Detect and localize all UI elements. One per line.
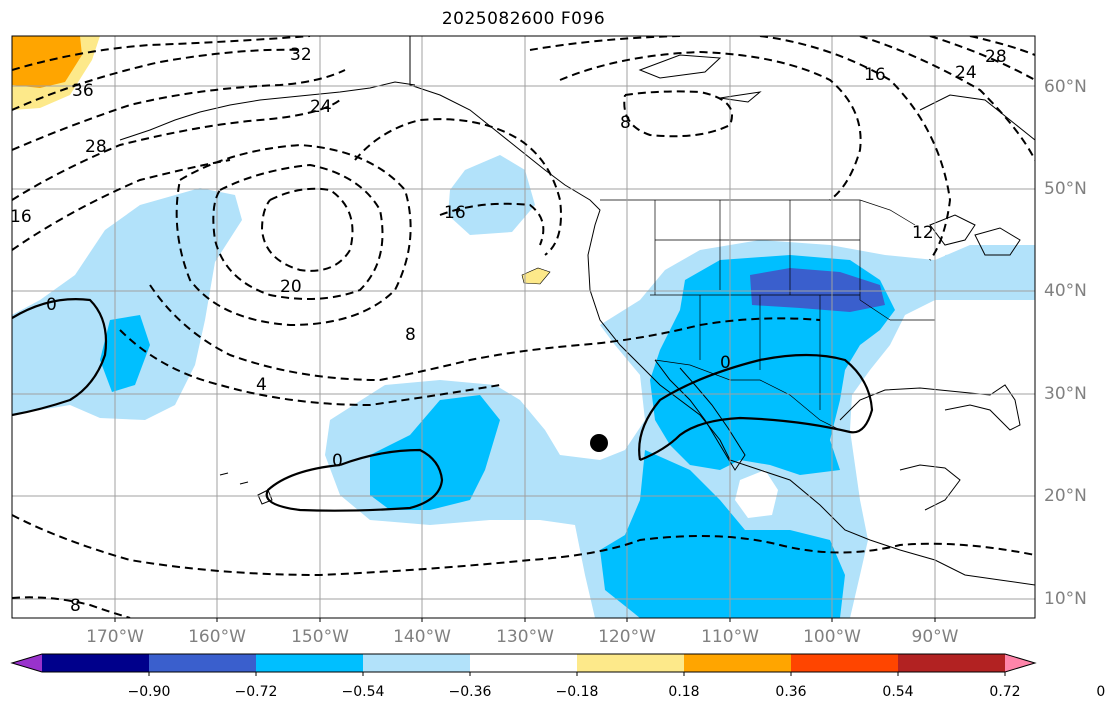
colorbar-label: −0.18 [555, 684, 599, 700]
lon-label: 140°W [393, 627, 451, 647]
negative-anomaly-west-core [100, 315, 150, 392]
colorbar-label: 0.72 [989, 684, 1021, 700]
colorbar-label: 0.36 [775, 684, 807, 700]
map-frame [11, 35, 1036, 619]
contour-label: 28 [85, 137, 107, 157]
contour-label: 8 [405, 325, 416, 345]
colorbar-segment [577, 654, 685, 672]
contour-label: 12 [912, 223, 934, 243]
colorbar-segment [791, 654, 899, 672]
lat-label: 40°N [1044, 281, 1087, 301]
colorbar-label: −0.54 [341, 684, 385, 700]
negative-anomaly-west [12, 188, 242, 420]
lon-label: 150°W [291, 627, 349, 647]
lon-label: 110°W [701, 627, 759, 647]
shading-layer [12, 36, 1035, 618]
lon-label: 90°W [911, 627, 959, 647]
negative-anomaly-east [945, 250, 1035, 300]
gridlines [12, 36, 1035, 618]
colorbar-segment [42, 654, 150, 672]
lon-label: 160°W [188, 627, 246, 647]
colorbar-segment [898, 654, 1006, 672]
colorbar-extend-low [12, 654, 42, 672]
lon-label: 100°W [803, 627, 861, 647]
contour-label: 32 [290, 45, 312, 65]
colorbar [10, 653, 1037, 676]
colorbar-segment [256, 654, 364, 672]
contour-label: 16 [10, 207, 32, 227]
colorbar-segment [470, 654, 578, 672]
negative-anomaly-gulf-alaska [448, 155, 535, 235]
contour-label: 8 [70, 596, 81, 616]
colorbar-label: −0.36 [448, 684, 492, 700]
contour-label: 8 [620, 113, 631, 133]
contour-label: 0 [332, 451, 343, 471]
lat-label: 10°N [1044, 589, 1087, 609]
figure-title: 2025082600 F096 [441, 9, 606, 29]
colorbar-label: −0.90 [127, 684, 171, 700]
contour-label: 0 [720, 353, 731, 373]
contour-label: 24 [955, 63, 977, 83]
colorbar-label: 0.18 [668, 684, 700, 700]
colorbar-label: −0.72 [234, 684, 278, 700]
zero-contours [12, 298, 874, 512]
location-marker [590, 434, 608, 452]
contour-label: 24 [310, 97, 332, 117]
contour-label: 4 [256, 375, 267, 395]
contour-labels: 36 32 28 24 16 8 0 16 20 8 4 0 0 8 12 16… [10, 45, 1007, 616]
lon-label: 130°W [496, 627, 554, 647]
lon-label: 120°W [598, 627, 656, 647]
contour-label: 28 [985, 47, 1007, 67]
lat-label: 60°N [1044, 77, 1087, 97]
negative-anomaly-us-strong [750, 268, 885, 312]
colorbar-segment [684, 654, 792, 672]
colorbar-segment [149, 654, 257, 672]
map-panel: 36 32 28 24 16 8 0 16 20 8 4 0 0 8 12 16… [10, 36, 1035, 618]
negative-anomaly-pacific-core [370, 395, 500, 510]
anomaly-hole [735, 470, 778, 518]
positive-anomaly-spot [521, 267, 551, 285]
lat-label: 50°N [1044, 179, 1087, 199]
contour-label: 16 [864, 65, 886, 85]
colorbar-extend-high [1005, 654, 1035, 672]
colorbar-segment [363, 654, 471, 672]
positive-anomaly-nw-core [12, 36, 82, 88]
contour-label: 16 [444, 203, 466, 223]
lat-label: 30°N [1044, 384, 1087, 404]
colorbar-label: 0.54 [882, 684, 914, 700]
lat-label: 20°N [1044, 486, 1087, 506]
contour-label: 20 [280, 277, 302, 297]
lon-ticks [114, 618, 936, 622]
contour-label: 36 [72, 81, 94, 101]
colorbar-outline [10, 653, 1037, 673]
contour-label: 0 [46, 295, 57, 315]
negative-anomaly-mexico-core [600, 450, 845, 618]
colorbar-label: 0.90 [1096, 684, 1105, 700]
lon-label: 170°W [86, 627, 144, 647]
dashed-contours [12, 36, 1035, 618]
